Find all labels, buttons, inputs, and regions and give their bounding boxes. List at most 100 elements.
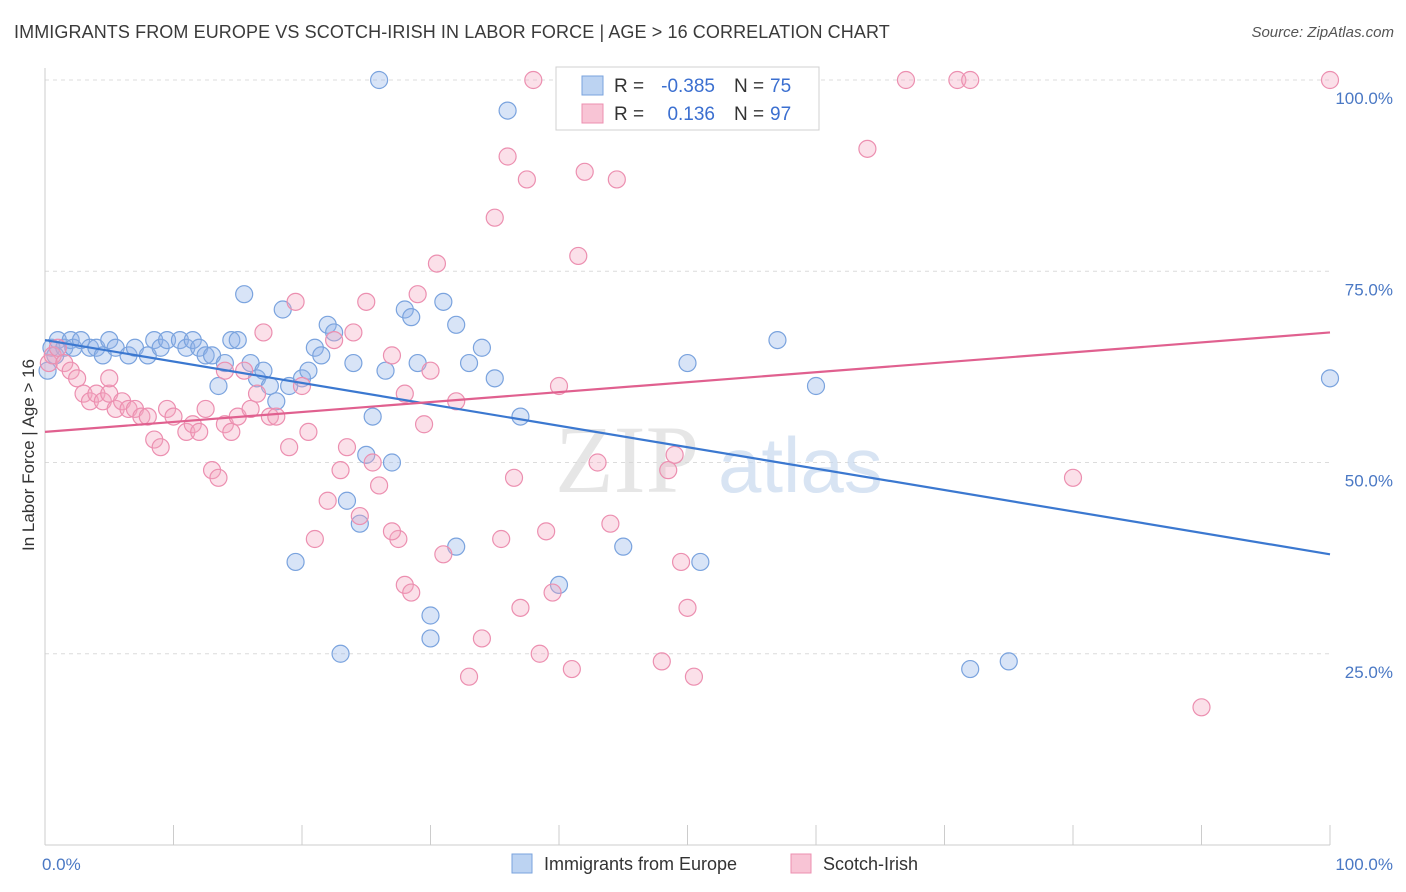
point-europe	[376, 361, 395, 380]
point-scotch-irish	[292, 376, 312, 396]
point-europe	[421, 629, 440, 648]
point-scotch-irish	[492, 529, 511, 549]
point-scotch-irish	[382, 346, 402, 365]
stats-r-label-europe: R =	[614, 76, 644, 97]
point-scotch-irish	[241, 399, 260, 419]
watermark-zip: ZIP	[555, 406, 699, 513]
stats-n-label-scotch-irish: N =	[734, 104, 764, 125]
axes	[44, 68, 1331, 846]
point-scotch-irish	[517, 170, 536, 189]
point-scotch-irish	[421, 361, 440, 380]
point-europe	[678, 353, 697, 373]
data-points	[38, 70, 1340, 717]
point-europe	[447, 315, 466, 334]
point-scotch-irish	[665, 445, 684, 464]
point-scotch-irish	[659, 461, 678, 480]
point-scotch-irish	[222, 422, 241, 441]
point-scotch-irish	[543, 583, 562, 602]
point-scotch-irish	[305, 529, 324, 549]
y-axis-title: In Labor Force | Age > 16	[19, 359, 38, 551]
stats-n-value-europe: 75	[770, 76, 791, 97]
point-scotch-irish	[575, 162, 594, 181]
point-scotch-irish	[382, 522, 402, 541]
point-scotch-irish	[395, 384, 414, 403]
point-scotch-irish	[684, 667, 704, 686]
point-europe	[370, 70, 389, 90]
point-scotch-irish	[948, 70, 967, 90]
point-scotch-irish	[504, 468, 524, 487]
point-europe	[961, 659, 980, 679]
point-scotch-irish	[299, 422, 318, 441]
stats-swatch-europe	[581, 75, 604, 96]
point-europe	[806, 376, 826, 396]
legend-swatch-europe[interactable]	[511, 853, 533, 874]
legend-swatch-scotch-irish[interactable]	[790, 853, 812, 874]
point-scotch-irish	[588, 453, 607, 472]
point-scotch-irish	[196, 399, 215, 419]
point-europe	[691, 552, 710, 572]
point-europe	[768, 331, 787, 350]
point-scotch-irish	[331, 461, 350, 480]
point-scotch-irish	[151, 438, 170, 457]
point-scotch-irish	[100, 369, 119, 388]
point-scotch-irish	[896, 70, 916, 90]
point-europe	[209, 376, 228, 396]
point-scotch-irish	[607, 170, 626, 189]
point-scotch-irish	[318, 491, 337, 510]
x-tick-label: 100.0%	[1335, 855, 1393, 874]
y-tick-label: 75.0%	[1345, 280, 1393, 299]
stats-r-value-scotch-irish: 0.136	[667, 104, 715, 125]
point-europe	[402, 308, 421, 327]
point-scotch-irish	[363, 453, 382, 472]
point-scotch-irish	[498, 147, 517, 166]
point-scotch-irish	[357, 292, 376, 311]
legend-label-europe[interactable]: Immigrants from Europe	[544, 854, 737, 874]
point-scotch-irish	[408, 285, 427, 304]
point-scotch-irish	[530, 644, 549, 663]
point-scotch-irish	[344, 323, 363, 342]
point-europe	[498, 101, 517, 120]
stats-r-value-europe: -0.385	[661, 76, 715, 97]
point-scotch-irish	[138, 407, 157, 426]
point-scotch-irish	[1192, 698, 1211, 717]
point-europe	[511, 407, 530, 426]
point-scotch-irish	[549, 376, 569, 396]
point-scotch-irish	[337, 438, 357, 457]
trendline-europe	[44, 339, 1331, 556]
point-scotch-irish	[485, 208, 504, 227]
point-scotch-irish	[325, 331, 344, 350]
stats-swatch-scotch-irish	[581, 103, 604, 124]
point-scotch-irish	[569, 246, 588, 266]
point-scotch-irish	[247, 384, 267, 403]
point-scotch-irish	[414, 415, 434, 434]
point-europe	[382, 453, 402, 472]
point-europe	[344, 353, 363, 373]
point-scotch-irish	[434, 545, 453, 564]
point-europe	[299, 361, 318, 380]
point-scotch-irish	[459, 667, 479, 686]
point-scotch-irish	[1063, 468, 1083, 487]
point-scotch-irish	[678, 598, 697, 617]
point-europe	[472, 338, 491, 357]
point-europe	[267, 392, 286, 411]
point-europe	[363, 407, 382, 426]
point-europe	[228, 331, 247, 350]
tick-labels: 25.0% 50.0% 75.0% 100.0% 0.0% 100.0%	[42, 89, 1393, 874]
point-europe	[485, 369, 504, 388]
point-scotch-irish	[350, 506, 369, 526]
point-scotch-irish	[427, 254, 447, 273]
point-scotch-irish	[190, 422, 209, 441]
point-scotch-irish	[961, 70, 980, 90]
point-europe	[312, 346, 331, 365]
legend-label-scotch-irish[interactable]: Scotch-Irish	[823, 854, 918, 874]
stats-r-label-scotch-irish: R =	[614, 104, 644, 125]
point-scotch-irish	[260, 407, 279, 426]
point-scotch-irish	[280, 438, 299, 457]
point-europe	[286, 552, 305, 572]
point-europe	[999, 652, 1018, 671]
point-scotch-irish	[370, 476, 389, 495]
point-scotch-irish	[562, 659, 581, 679]
stats-n-value-scotch-irish: 97	[770, 104, 791, 125]
point-europe	[421, 606, 440, 625]
